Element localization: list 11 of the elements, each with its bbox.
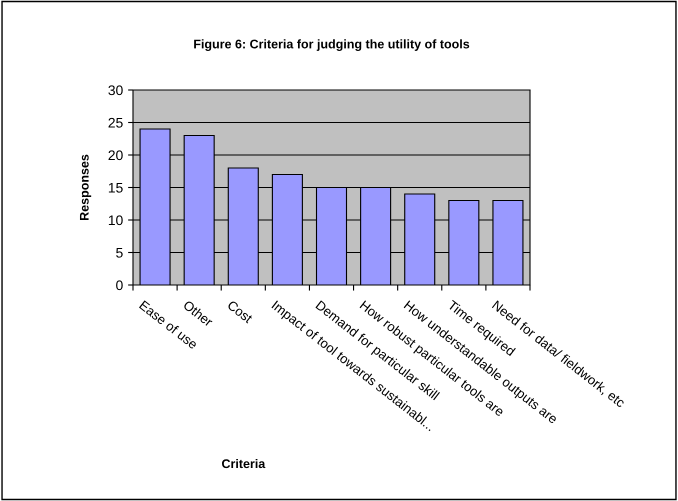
y-tick-label: 10 — [108, 215, 123, 226]
x-tick-label: Cost — [226, 300, 254, 324]
y-tick-label: 30 — [108, 85, 123, 96]
y-tick-label: 5 — [116, 248, 123, 258]
y-tick-label: 15 — [108, 182, 123, 193]
x-axis-title: Criteria — [222, 458, 266, 468]
y-axis-title: Responses — [80, 154, 92, 220]
chart-title: Figure 6: Criteria for judging the utility of tools — [194, 39, 470, 51]
y-tick-label: 0 — [116, 280, 123, 290]
y-tick-label: 20 — [108, 150, 123, 160]
y-tick-label: 25 — [108, 118, 123, 128]
